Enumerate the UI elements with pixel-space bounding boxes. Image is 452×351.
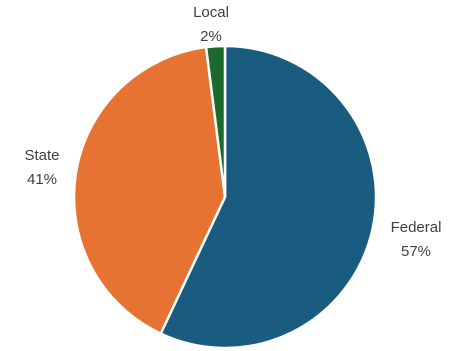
labels-layer: Federal 57% State 41% Local 2% [24, 4, 441, 260]
slice-category-label-federal: Federal [391, 219, 442, 236]
slice-percent-label-state: 41% [27, 171, 57, 188]
pie-slice-state [72, 45, 227, 336]
pie-slice-federal [159, 44, 378, 350]
slice-category-label-state: State [24, 147, 59, 164]
slice-category-label-local: Local [193, 4, 229, 21]
pie-slice-local [204, 44, 227, 198]
slices-layer [72, 44, 378, 350]
slice-percent-label-local: 2% [200, 28, 222, 45]
slice-percent-label-federal: 57% [401, 243, 431, 260]
